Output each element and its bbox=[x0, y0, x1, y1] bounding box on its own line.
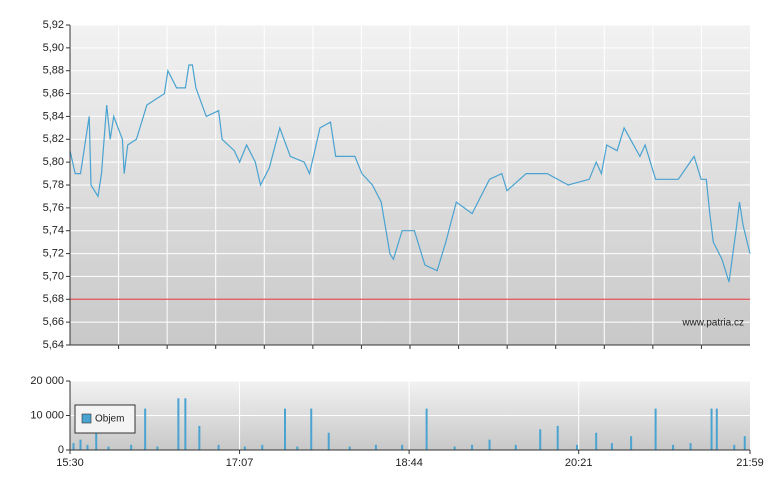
legend-label: Objem bbox=[95, 414, 124, 425]
volume-bar bbox=[144, 408, 147, 450]
y-tick-label: 5,64 bbox=[43, 339, 64, 351]
x-tick-label: 15:30 bbox=[56, 457, 84, 469]
volume-bar bbox=[453, 446, 456, 450]
volume-bar bbox=[130, 444, 133, 450]
y-tick-label: 5,66 bbox=[43, 316, 64, 328]
y-tick-label: 5,92 bbox=[43, 19, 64, 31]
y-tick-label: 0 bbox=[58, 444, 64, 456]
volume-bar bbox=[261, 444, 264, 450]
volume-bar bbox=[156, 446, 159, 450]
y-tick-label: 5,88 bbox=[43, 65, 64, 77]
volume-bar bbox=[243, 446, 246, 450]
y-tick-label: 5,70 bbox=[43, 270, 64, 282]
volume-bar bbox=[630, 436, 633, 450]
volume-bar bbox=[310, 408, 313, 450]
y-tick-label: 5,90 bbox=[43, 42, 64, 54]
y-tick-label: 5,84 bbox=[43, 110, 64, 122]
volume-bar bbox=[284, 408, 287, 450]
y-tick-label: 5,80 bbox=[43, 156, 64, 168]
y-tick-label: 5,68 bbox=[43, 293, 64, 305]
volume-bar bbox=[715, 408, 718, 450]
volume-bar bbox=[556, 425, 559, 450]
volume-bar bbox=[198, 425, 201, 450]
volume-bar bbox=[296, 446, 299, 450]
y-tick-label: 5,76 bbox=[43, 202, 64, 214]
volume-bar bbox=[514, 444, 517, 450]
y-tick-label: 5,74 bbox=[43, 225, 64, 237]
volume-bar bbox=[471, 444, 474, 450]
volume-bar bbox=[425, 408, 428, 450]
y-tick-label: 20 000 bbox=[30, 375, 64, 387]
volume-bar bbox=[177, 398, 180, 450]
volume-bar bbox=[348, 446, 351, 450]
volume-bar bbox=[72, 443, 75, 450]
volume-bar bbox=[488, 439, 491, 450]
volume-bar bbox=[401, 444, 404, 450]
y-tick-label: 5,82 bbox=[43, 133, 64, 145]
volume-bar bbox=[733, 444, 736, 450]
y-tick-label: 5,72 bbox=[43, 247, 64, 259]
volume-bar bbox=[184, 398, 187, 450]
x-tick-label: 17:07 bbox=[226, 457, 254, 469]
volume-bar bbox=[95, 429, 98, 450]
volume-bar bbox=[86, 444, 89, 450]
volume-bar bbox=[374, 444, 377, 450]
volume-bar bbox=[743, 436, 746, 450]
y-tick-label: 5,78 bbox=[43, 179, 64, 191]
volume-bar bbox=[654, 408, 657, 450]
volume-bar bbox=[539, 429, 542, 450]
x-tick-label: 21:59 bbox=[736, 457, 764, 469]
volume-bar bbox=[672, 444, 675, 450]
volume-bar bbox=[79, 439, 82, 450]
x-tick-label: 20:21 bbox=[565, 457, 593, 469]
price-line bbox=[69, 64, 751, 283]
legend-swatch bbox=[81, 413, 92, 424]
y-tick-label: 10 000 bbox=[30, 409, 64, 421]
volume-bar bbox=[107, 446, 110, 450]
volume-bar bbox=[610, 443, 613, 450]
watermark: www.patria.cz bbox=[681, 318, 744, 329]
volume-bar bbox=[575, 444, 578, 450]
y-tick-label: 5,86 bbox=[43, 87, 64, 99]
volume-bar bbox=[327, 432, 330, 450]
volume-bar bbox=[595, 432, 598, 450]
volume-bar bbox=[689, 443, 692, 450]
x-tick-label: 18:44 bbox=[395, 457, 423, 469]
volume-bar bbox=[217, 444, 220, 450]
volume-bar bbox=[710, 408, 713, 450]
